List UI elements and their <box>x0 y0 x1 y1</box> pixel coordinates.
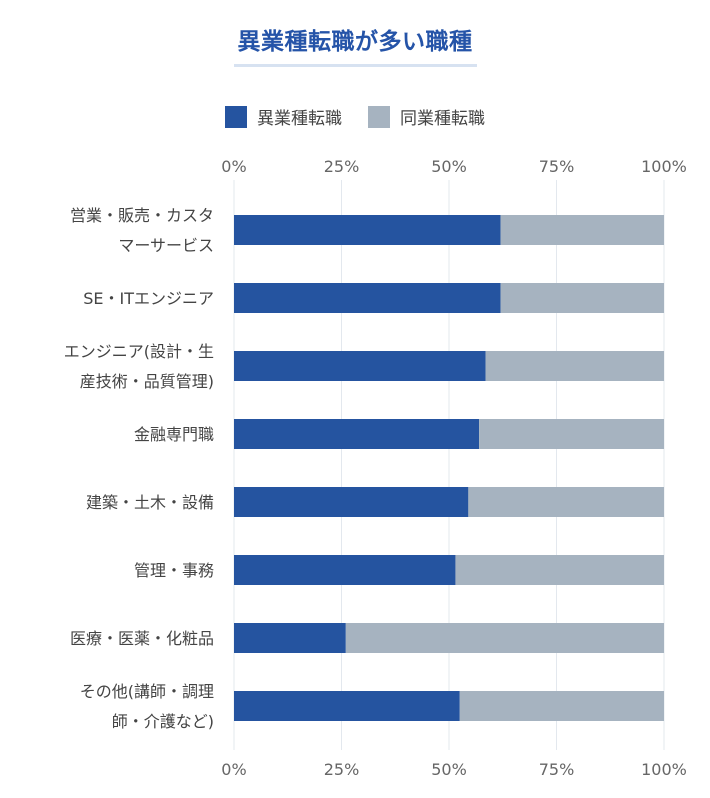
bar-same-industry <box>455 555 664 585</box>
category-label: その他(講師・調理 <box>80 682 214 701</box>
category-label: 営業・販売・カスタ <box>70 206 214 225</box>
bar-different-industry <box>234 419 480 449</box>
bar-different-industry <box>234 691 460 721</box>
x-tick-label-bottom: 50% <box>431 760 467 779</box>
legend-swatch-different-industry <box>225 105 247 128</box>
legend-label-same-industry: 同業種転職 <box>400 109 485 129</box>
x-tick-label-top: 50% <box>431 157 467 176</box>
x-tick-label-top: 25% <box>324 157 360 176</box>
x-tick-label-top: 100% <box>641 157 687 176</box>
bar-same-industry <box>345 623 664 653</box>
legend-label-different-industry: 異業種転職 <box>257 109 342 129</box>
category-label: 師・介護など) <box>112 712 214 731</box>
legend: 異業種転職 同業種転職 <box>0 104 710 129</box>
bar-different-industry <box>234 283 501 313</box>
bar-same-industry <box>500 215 664 245</box>
bar-same-industry <box>479 419 664 449</box>
bar-different-industry <box>234 487 469 517</box>
bar-same-industry <box>459 691 664 721</box>
x-tick-label-top: 75% <box>539 157 575 176</box>
chart-title-wrap: 異業種転職が多い職種 <box>0 22 710 67</box>
category-label: 金融専門職 <box>134 425 214 444</box>
bar-different-industry <box>234 215 501 245</box>
bar-different-industry <box>234 555 456 585</box>
legend-item-different-industry: 異業種転職 <box>225 104 342 129</box>
category-label: 産技術・品質管理) <box>80 372 214 391</box>
legend-item-same-industry: 同業種転職 <box>368 104 485 129</box>
category-label: 管理・事務 <box>134 561 214 580</box>
x-tick-label-top: 0% <box>221 157 246 176</box>
x-tick-label-bottom: 0% <box>221 760 246 779</box>
bar-same-industry <box>485 351 664 381</box>
category-label: SE・ITエンジニア <box>83 289 214 308</box>
bar-same-industry <box>500 283 664 313</box>
bar-same-industry <box>468 487 664 517</box>
x-tick-label-bottom: 25% <box>324 760 360 779</box>
category-label: マーサービス <box>118 236 214 255</box>
category-label: 医療・医薬・化粧品 <box>70 629 214 648</box>
x-tick-label-bottom: 75% <box>539 760 575 779</box>
category-label: 建築・土木・設備 <box>86 493 214 512</box>
legend-swatch-same-industry <box>368 105 390 128</box>
bar-different-industry <box>234 623 346 653</box>
category-label: エンジニア(設計・生 <box>64 342 214 361</box>
chart-title: 異業種転職が多い職種 <box>233 22 477 67</box>
x-tick-label-bottom: 100% <box>641 760 687 779</box>
bar-different-industry <box>234 351 486 381</box>
